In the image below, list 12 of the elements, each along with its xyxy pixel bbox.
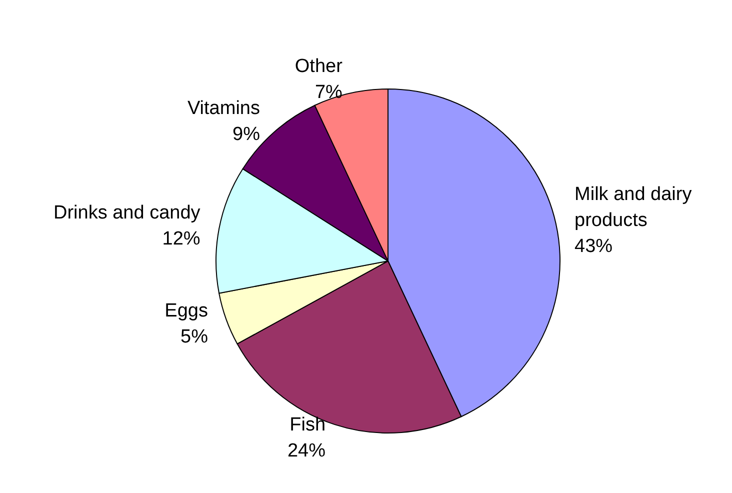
data-label: 5% (180, 326, 208, 348)
data-label: 9% (232, 124, 260, 145)
slice-label: Other (294, 56, 344, 77)
data-label: 43% (574, 236, 613, 257)
slice-label: Milk and dairy products (574, 184, 698, 231)
data-label: 24% (287, 440, 326, 462)
slice-label: Fish (290, 414, 326, 436)
slice-label: Drinks and candy (54, 202, 201, 224)
data-label: 12% (162, 228, 200, 250)
slice-label: Eggs (164, 300, 208, 322)
data-label: 7% (314, 82, 343, 103)
slice-label: Vitamins (187, 98, 260, 119)
